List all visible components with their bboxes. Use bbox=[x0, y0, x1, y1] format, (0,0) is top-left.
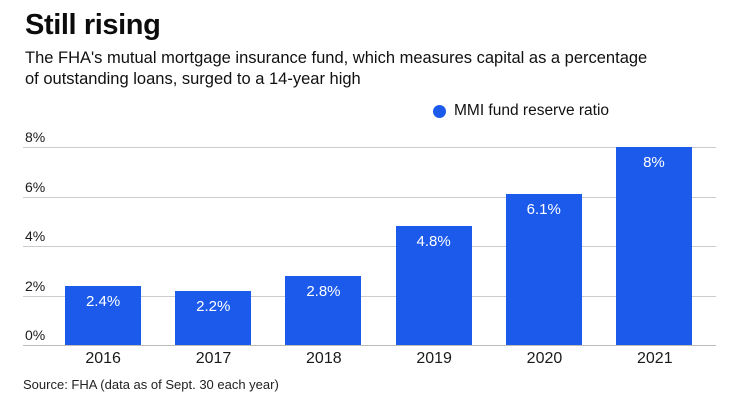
legend-label: MMI fund reserve ratio bbox=[454, 102, 610, 119]
y-tick-label-4%: 4% bbox=[25, 228, 46, 244]
plot-area: 0% 2% 4% 6% 8% 2.4% 2.2% 2.8% 4.8% 6.1% 8% bbox=[23, 129, 716, 346]
bar-slot-2016: 2.4% bbox=[48, 147, 158, 345]
bar-value-label-2019: 4.8% bbox=[416, 233, 451, 251]
gridline-8%: 8% bbox=[23, 129, 716, 148]
bars-row: 2.4% 2.2% 2.8% 4.8% 6.1% 8% bbox=[48, 147, 709, 345]
gridline-4%: 4% bbox=[23, 228, 716, 247]
gridline-0%: 0% bbox=[23, 327, 716, 346]
legend: MMI fund reserve ratio bbox=[433, 102, 609, 120]
source-note: Source: FHA (data as of Sept. 30 each ye… bbox=[23, 377, 279, 392]
y-tick-label-6%: 6% bbox=[25, 178, 46, 195]
x-axis-label-2016: 2016 bbox=[85, 350, 121, 367]
bar-value-label-2020: 6.1% bbox=[526, 201, 561, 219]
bar-2017: 2.2% bbox=[175, 290, 252, 345]
x-axis-label-2021: 2021 bbox=[637, 350, 673, 367]
gridline-2%: 2% bbox=[23, 278, 716, 297]
chart-title: Still rising bbox=[25, 9, 161, 41]
x-axis-label-2017: 2017 bbox=[195, 350, 232, 367]
subtitle-line-2: of outstanding loans, surged to a 14-yea… bbox=[25, 70, 361, 88]
bar-value-label-2018: 2.8% bbox=[306, 282, 341, 300]
subtitle-line-1: The FHA's mutual mortgage insurance fund… bbox=[25, 49, 648, 67]
y-tick-label-0%: 0% bbox=[25, 327, 46, 343]
bar-2019: 4.8% bbox=[395, 226, 472, 345]
y-tick-label-8%: 8% bbox=[25, 129, 46, 145]
y-tick-label-2%: 2% bbox=[25, 277, 46, 294]
legend-dot-icon bbox=[433, 104, 446, 118]
x-axis-label-2019: 2019 bbox=[416, 350, 452, 367]
bar-2021: 8% bbox=[615, 147, 692, 345]
x-axis-label-2018: 2018 bbox=[306, 350, 342, 367]
bar-value-label-2017: 2.2% bbox=[196, 297, 231, 315]
bar-slot-2017: 2.2% bbox=[158, 147, 268, 345]
bar-slot-2018: 2.8% bbox=[268, 147, 378, 345]
x-axis-label-2020: 2020 bbox=[526, 350, 563, 367]
bar-slot-2020: 6.1% bbox=[489, 147, 599, 345]
bar-2016: 2.4% bbox=[65, 285, 142, 345]
chart-header: Still rising The FHA's mutual mortgage i… bbox=[25, 8, 647, 90]
bar-value-label-2016: 2.4% bbox=[85, 292, 121, 310]
bar-2020: 6.1% bbox=[505, 194, 582, 345]
chart-subtitle: The FHA's mutual mortgage insurance fund… bbox=[25, 48, 647, 90]
bar-value-label-2021: 8% bbox=[643, 154, 665, 171]
bar-2018: 2.8% bbox=[285, 275, 362, 345]
gridline-6%: 6% bbox=[23, 179, 716, 198]
bar-slot-2021: 8% bbox=[599, 147, 709, 345]
bar-slot-2019: 4.8% bbox=[379, 147, 489, 345]
x-axis-labels: 2016 2017 2018 2019 2020 2021 bbox=[48, 350, 710, 368]
